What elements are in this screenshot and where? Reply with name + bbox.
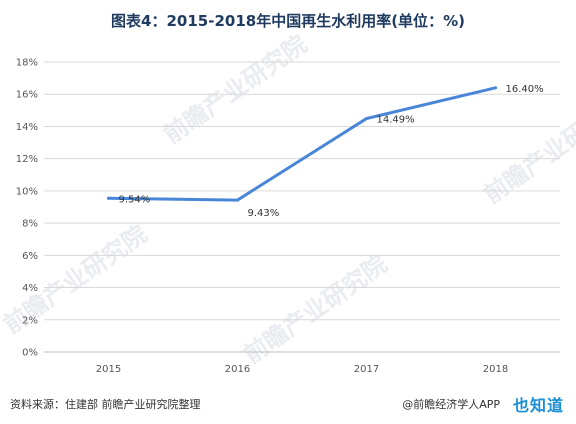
series-line	[107, 86, 497, 202]
y-tick-label: 6%	[22, 251, 38, 262]
x-tick-label: 2017	[354, 364, 379, 375]
data-label: 14.49%	[377, 115, 415, 126]
gridlines	[44, 61, 560, 353]
y-tick-label: 8%	[22, 219, 38, 230]
y-tick-label: 14%	[16, 122, 38, 133]
x-tick-label: 2015	[96, 364, 121, 375]
y-axis-ticks: 0% 2% 4% 6% 8% 10% 12% 14% 16% 18%	[16, 58, 38, 359]
source-note: 资料来源：住建部 前瞻产业研究院整理	[10, 398, 201, 411]
x-tick-label: 2018	[483, 364, 508, 375]
x-tick-label: 2016	[225, 364, 250, 375]
data-point	[365, 117, 368, 121]
data-point	[494, 86, 497, 90]
y-tick-label: 2%	[22, 315, 38, 326]
y-tick-label: 12%	[16, 154, 38, 165]
data-label: 9.43%	[248, 208, 280, 219]
data-labels: 9.54% 9.43% 14.49% 16.40%	[119, 84, 544, 219]
series-layer	[107, 86, 497, 202]
data-label: 9.54%	[119, 194, 151, 205]
y-tick-label: 4%	[22, 283, 38, 294]
footer: 资料来源：住建部 前瞻产业研究院整理 @前瞻经济学人APP 也知道	[10, 392, 566, 416]
y-tick-label: 16%	[16, 90, 38, 101]
y-tick-label: 0%	[22, 348, 38, 359]
data-point	[107, 196, 110, 200]
data-point	[236, 198, 239, 202]
y-tick-label: 18%	[16, 58, 38, 69]
data-label: 16.40%	[506, 84, 544, 95]
x-axis-ticks: 2015 2016 2017 2018	[96, 364, 508, 375]
chart-title: 图表4：2015-2018年中国再生水利用率(单位：%)	[111, 12, 465, 30]
brand-handle: @前瞻经济学人APP	[402, 398, 500, 411]
y-tick-label: 10%	[16, 186, 38, 197]
brand-logo: 也知道	[512, 396, 564, 415]
